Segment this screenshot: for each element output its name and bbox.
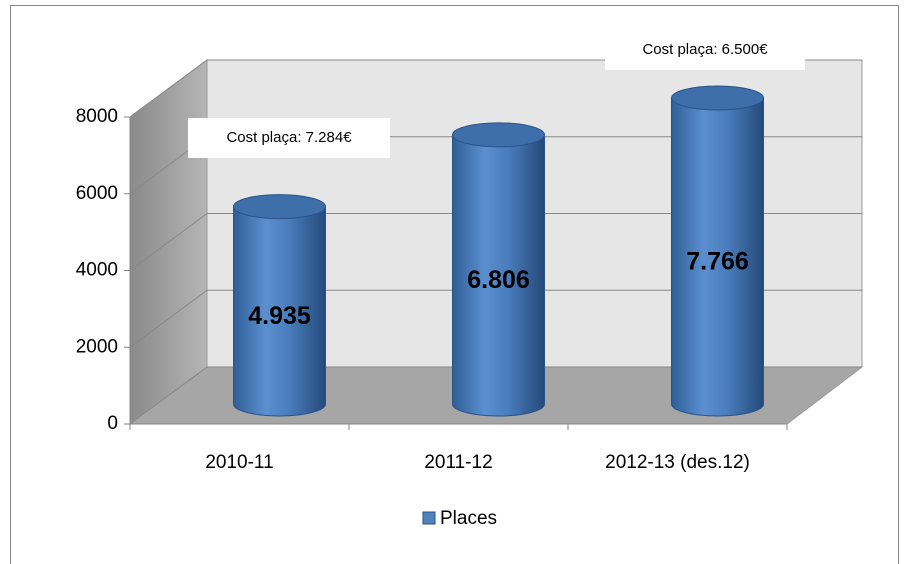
annotation-box bbox=[605, 30, 805, 70]
y-tick-label: 8000 bbox=[76, 106, 118, 127]
bar-top bbox=[671, 85, 764, 111]
y-tick-label: 6000 bbox=[76, 183, 118, 204]
annotation: Cost plaça: 6.500€ bbox=[642, 41, 768, 58]
legend-swatch bbox=[422, 511, 436, 525]
value-label: 4.935 bbox=[248, 302, 311, 330]
grid-line bbox=[129, 289, 208, 348]
x-tick-label: 2011-12 bbox=[424, 452, 492, 473]
x-tick-label: 2012-13 (des.12) bbox=[605, 452, 750, 473]
bar bbox=[671, 97, 764, 417]
bar-top bbox=[233, 194, 326, 220]
grid-line bbox=[129, 59, 208, 118]
y-tick-label: 4000 bbox=[76, 260, 118, 281]
annotation-box bbox=[188, 118, 390, 158]
grid-line bbox=[129, 366, 208, 425]
legend-label: Places bbox=[440, 508, 497, 529]
bar bbox=[233, 206, 326, 417]
bar-top bbox=[452, 122, 545, 148]
y-tick-label: 0 bbox=[107, 413, 118, 434]
value-label: 7.766 bbox=[686, 248, 749, 276]
bar bbox=[452, 134, 545, 417]
value-label: 6.806 bbox=[467, 266, 530, 294]
annotation: Cost plaça: 7.284€ bbox=[226, 129, 352, 146]
y-tick-label: 2000 bbox=[76, 336, 118, 357]
grid-line bbox=[129, 213, 208, 271]
x-tick-label: 2010-11 bbox=[205, 452, 273, 473]
